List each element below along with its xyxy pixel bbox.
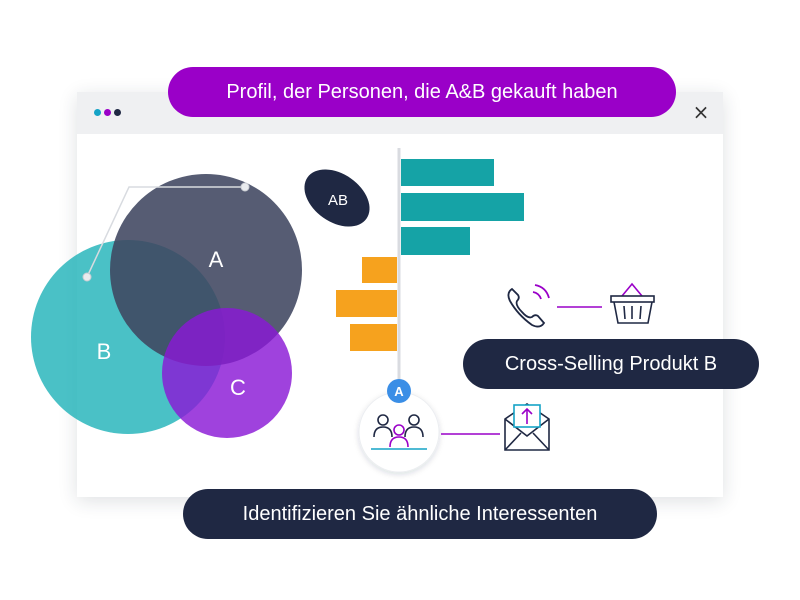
audience-group-icon bbox=[371, 414, 427, 450]
phone-ringing-icon bbox=[507, 284, 550, 328]
bar-teal-1 bbox=[401, 159, 494, 186]
bar-orange-3 bbox=[350, 324, 397, 351]
cross-selling-pill: Cross-Selling Produkt B bbox=[463, 339, 759, 389]
connector-dot-right bbox=[240, 182, 250, 192]
diverging-bars bbox=[336, 159, 524, 351]
bar-teal-3 bbox=[401, 227, 470, 255]
ab-badge-label: AB bbox=[328, 192, 348, 209]
window-dot-2 bbox=[104, 109, 111, 116]
envelope-upload-icon bbox=[504, 403, 550, 451]
venn-label-b: B bbox=[97, 339, 112, 364]
connector-dot-left bbox=[82, 272, 92, 282]
bar-teal-2 bbox=[401, 193, 524, 221]
venn-connector-line bbox=[86, 186, 245, 278]
venn-label-c: C bbox=[230, 375, 246, 400]
window-dot-1 bbox=[94, 109, 101, 116]
close-icon[interactable]: × bbox=[692, 100, 710, 124]
audience-node-circle bbox=[358, 391, 440, 473]
venn-label-a: A bbox=[209, 247, 224, 272]
venn-diagram: A B C bbox=[31, 174, 302, 438]
venn-circle-c bbox=[162, 308, 292, 438]
ab-badge: AB bbox=[304, 169, 370, 227]
top-banner-pill: Profil, der Personen, die A&B gekauft ha… bbox=[168, 67, 676, 117]
shopping-basket-icon bbox=[610, 282, 655, 324]
audience-node-badge-label: A bbox=[394, 384, 404, 399]
audience-node: A bbox=[358, 379, 440, 473]
bar-orange-1 bbox=[362, 257, 397, 283]
bar-orange-2 bbox=[336, 290, 397, 317]
audience-node-badge bbox=[387, 379, 411, 403]
ab-badge-shape bbox=[304, 169, 370, 227]
bottom-banner-pill: Identifizieren Sie ähnliche Interessente… bbox=[183, 489, 657, 539]
window-dot-3 bbox=[114, 109, 121, 116]
